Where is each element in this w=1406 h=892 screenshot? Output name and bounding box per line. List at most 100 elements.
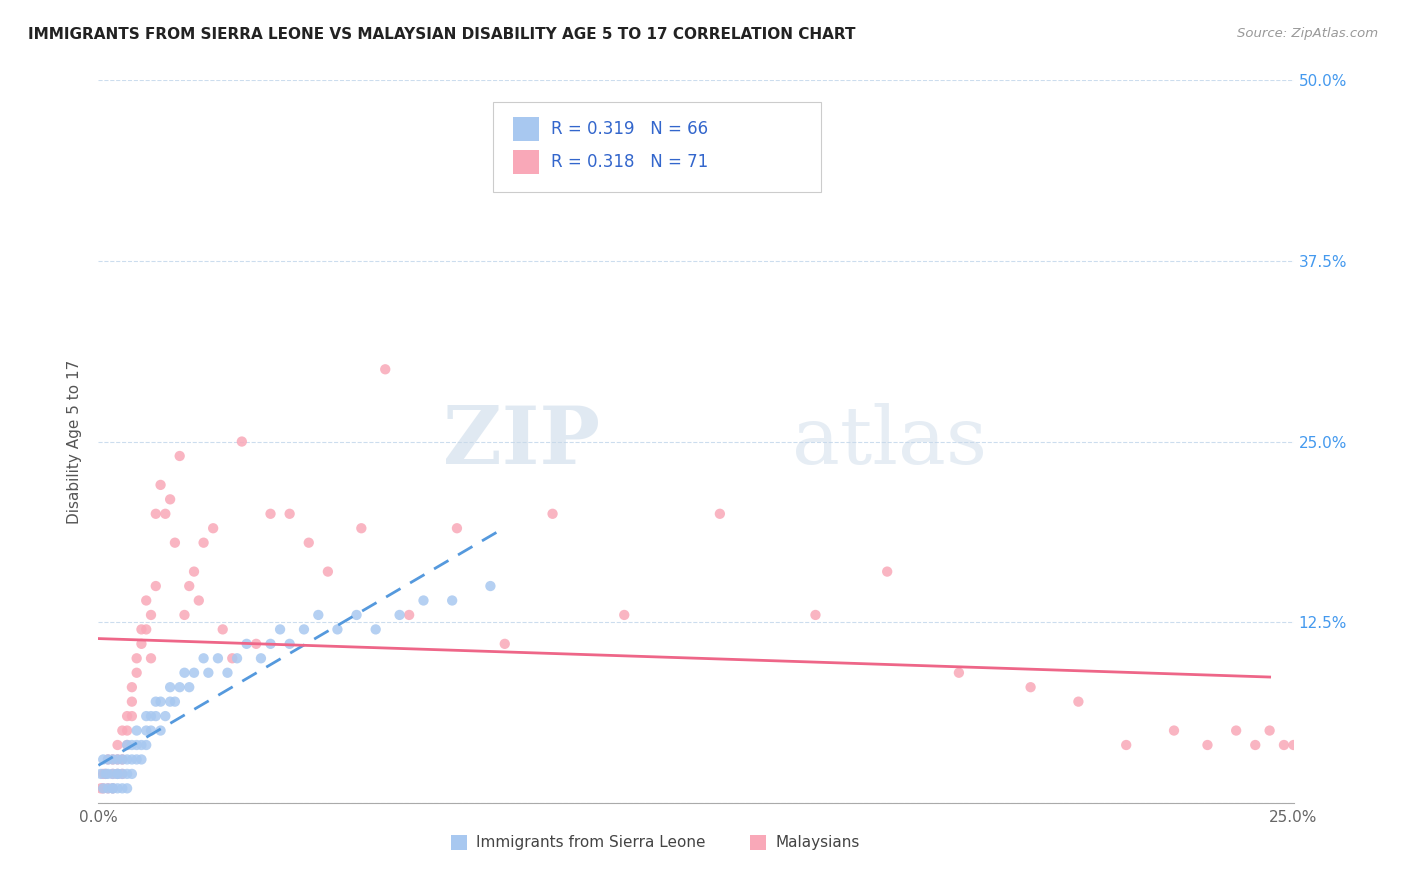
Point xyxy=(207,651,229,665)
Point xyxy=(101,752,124,766)
Text: atlas: atlas xyxy=(792,402,987,481)
Point xyxy=(1272,738,1295,752)
Text: R = 0.319   N = 66: R = 0.319 N = 66 xyxy=(551,120,709,137)
Point xyxy=(115,767,138,781)
Point xyxy=(346,607,368,622)
Point xyxy=(202,521,225,535)
Point xyxy=(91,752,114,766)
Point xyxy=(163,535,186,549)
Point xyxy=(107,752,129,766)
Point xyxy=(94,767,117,781)
Bar xyxy=(513,150,540,174)
Point xyxy=(197,665,219,680)
Point xyxy=(235,637,257,651)
Point xyxy=(145,695,167,709)
Point xyxy=(278,637,301,651)
Point xyxy=(125,651,148,665)
Point xyxy=(350,521,373,535)
Point xyxy=(316,565,339,579)
Point xyxy=(1258,723,1281,738)
Point xyxy=(269,623,291,637)
Point xyxy=(107,767,129,781)
Point xyxy=(412,593,434,607)
Point xyxy=(364,623,387,637)
Point xyxy=(111,752,134,766)
Point xyxy=(90,767,112,781)
Point xyxy=(163,695,186,709)
Point xyxy=(183,665,205,680)
Point xyxy=(1197,738,1219,752)
Point xyxy=(398,607,420,622)
Point xyxy=(101,781,124,796)
Point xyxy=(91,767,114,781)
Point xyxy=(709,507,731,521)
Text: R = 0.318   N = 71: R = 0.318 N = 71 xyxy=(551,153,709,171)
Point xyxy=(278,507,301,521)
Point xyxy=(804,607,827,622)
Point xyxy=(876,565,898,579)
Point xyxy=(97,752,120,766)
Point xyxy=(139,723,162,738)
Text: Source: ZipAtlas.com: Source: ZipAtlas.com xyxy=(1237,27,1378,40)
Point xyxy=(121,738,143,752)
Point xyxy=(183,565,205,579)
Point xyxy=(1282,738,1305,752)
Point xyxy=(1067,695,1090,709)
Point xyxy=(139,607,162,622)
Point xyxy=(91,781,114,796)
Point xyxy=(101,781,124,796)
Bar xyxy=(513,117,540,141)
Point xyxy=(226,651,249,665)
Y-axis label: Disability Age 5 to 17: Disability Age 5 to 17 xyxy=(67,359,83,524)
Point xyxy=(187,593,209,607)
Point xyxy=(259,637,281,651)
Point xyxy=(441,593,464,607)
Point xyxy=(1115,738,1137,752)
Bar xyxy=(451,835,467,850)
Point xyxy=(135,593,157,607)
Point xyxy=(107,752,129,766)
Point xyxy=(139,651,162,665)
Point xyxy=(111,752,134,766)
Point xyxy=(149,478,172,492)
Point xyxy=(125,738,148,752)
Point xyxy=(179,579,201,593)
Point xyxy=(121,680,143,694)
Point xyxy=(494,637,516,651)
Point xyxy=(135,709,157,723)
Point xyxy=(139,709,162,723)
Point xyxy=(125,723,148,738)
Point xyxy=(97,781,120,796)
Point xyxy=(94,767,117,781)
Point xyxy=(131,637,153,651)
Point xyxy=(115,738,138,752)
Point xyxy=(101,752,124,766)
Point xyxy=(231,434,253,449)
Point xyxy=(1163,723,1185,738)
Point xyxy=(121,695,143,709)
Point xyxy=(1244,738,1267,752)
Point xyxy=(169,680,191,694)
Point xyxy=(125,665,148,680)
Point xyxy=(115,781,138,796)
Point xyxy=(111,767,134,781)
Point xyxy=(169,449,191,463)
Point xyxy=(193,651,215,665)
Point xyxy=(111,781,134,796)
Text: Malaysians: Malaysians xyxy=(775,835,859,850)
Point xyxy=(221,651,243,665)
Point xyxy=(135,738,157,752)
Point xyxy=(149,723,172,738)
Point xyxy=(1225,723,1247,738)
Point xyxy=(179,680,201,694)
Point xyxy=(115,723,138,738)
Point xyxy=(159,695,181,709)
Point xyxy=(211,623,233,637)
Point xyxy=(326,623,349,637)
Point xyxy=(107,767,129,781)
Point xyxy=(613,607,636,622)
Point xyxy=(298,535,321,549)
Point xyxy=(115,738,138,752)
Point xyxy=(101,767,124,781)
Point xyxy=(145,507,167,521)
